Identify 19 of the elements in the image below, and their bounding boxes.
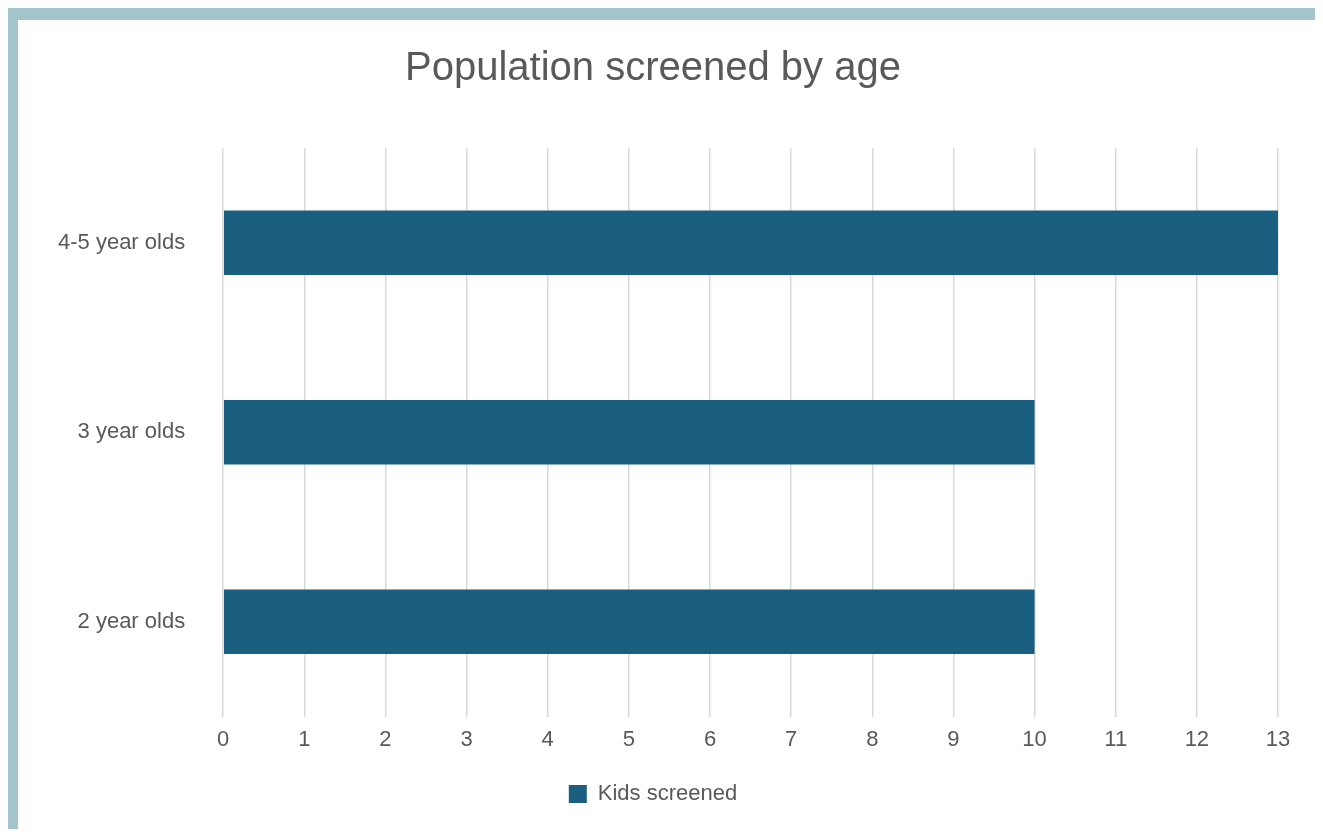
legend-label: Kids screened <box>597 780 738 806</box>
x-tick-label: 11 <box>1104 725 1128 751</box>
x-tick-label: 10 <box>1022 725 1047 751</box>
x-tick-label: 13 <box>1265 725 1291 751</box>
x-tick-label: 7 <box>785 725 798 751</box>
chart-title: Population screened by age <box>405 44 901 89</box>
x-tick-label: 9 <box>947 725 960 751</box>
y-tick-label: 2 year olds <box>77 607 186 633</box>
x-tick-label: 2 <box>379 725 392 751</box>
x-tick-label: 4 <box>541 725 554 751</box>
x-tick-label: 6 <box>703 725 717 751</box>
x-tick-label: 8 <box>866 725 879 751</box>
x-tick-label: 5 <box>622 725 635 751</box>
x-tick-label: 12 <box>1184 725 1210 751</box>
y-tick-label: 3 year olds <box>77 418 186 444</box>
x-tick-label: 3 <box>460 725 473 751</box>
y-tick-label: 4-5 year olds <box>57 228 186 254</box>
x-tick-label: 0 <box>217 725 230 751</box>
x-tick-label: 1 <box>298 725 311 751</box>
